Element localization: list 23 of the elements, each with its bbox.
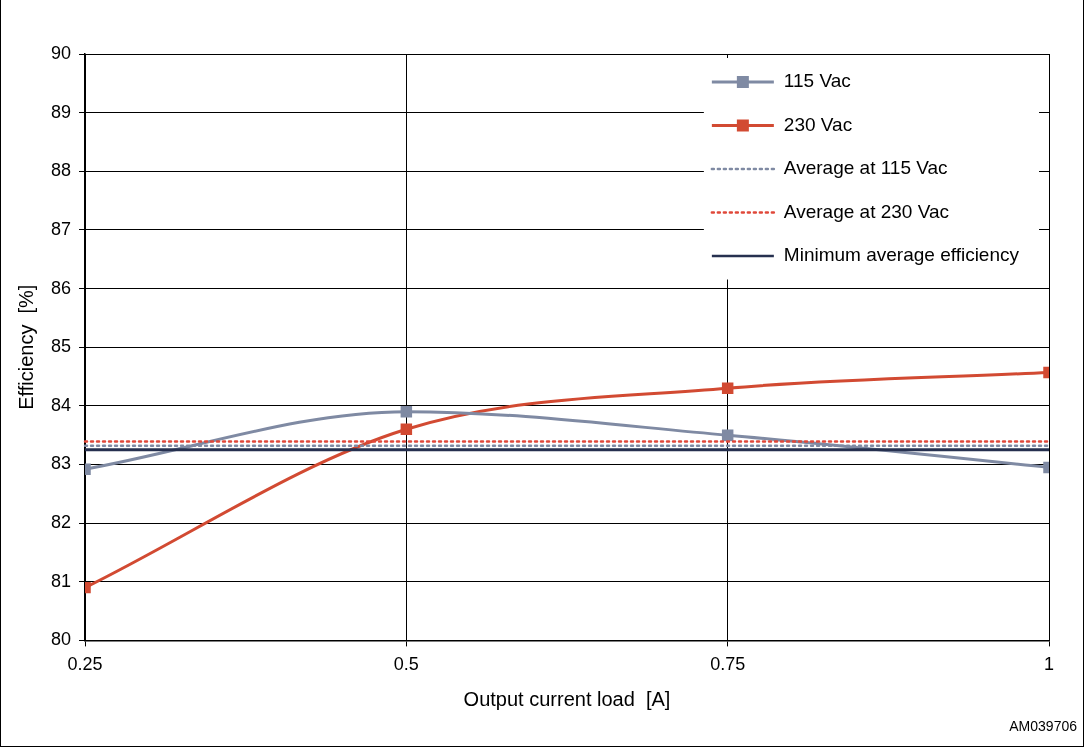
legend-label: 230 Vac [783, 113, 853, 135]
legend-label: Minimum average efficiency [783, 244, 1020, 266]
y-tick-label: 88 [50, 160, 72, 181]
x-tick-label: 0.5 [393, 654, 419, 675]
x-tick-label: 0.75 [710, 654, 746, 675]
legend-label: Average at 230 Vac [783, 200, 950, 222]
y-tick-label: 85 [50, 336, 72, 357]
legend-label: 115 Vac [783, 70, 851, 92]
y-tick-label: 86 [50, 277, 72, 298]
y-tick-label: 81 [50, 570, 72, 591]
y-tick-label: 90 [50, 42, 72, 63]
y-tick-label: 80 [50, 629, 72, 650]
legend-label: Average at 115 Vac [783, 157, 948, 179]
y-axis-title: Efficiency [%] [14, 284, 37, 410]
x-axis-title: Output current load [A] [463, 687, 671, 710]
y-tick-label: 83 [50, 453, 72, 474]
y-tick-label: 89 [50, 101, 72, 122]
x-tick-label: 1 [1043, 654, 1055, 675]
y-tick-label: 84 [50, 394, 72, 415]
text: AM039706 [1009, 718, 1077, 734]
y-tick-label: 82 [50, 512, 72, 533]
y-tick-label: 87 [50, 218, 72, 239]
x-tick-label: 0.25 [67, 654, 103, 675]
